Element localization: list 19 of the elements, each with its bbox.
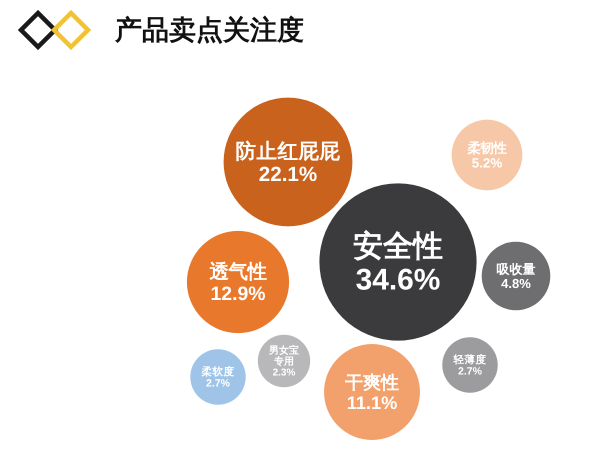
- text: 产品卖点关注度: [114, 15, 304, 45]
- category-label: 干爽性: [344, 372, 399, 392]
- data-label: 2.7%: [458, 366, 483, 378]
- category-label: 防止红屁屁: [236, 138, 342, 163]
- data-label: 34.6%: [356, 263, 440, 296]
- data-label: 2.3%: [272, 368, 296, 379]
- category-label: 男女宝专用: [268, 344, 299, 368]
- data-label: 22.1%: [258, 162, 318, 186]
- data-label: 4.8%: [501, 276, 532, 291]
- category-label: 安全性: [353, 229, 443, 264]
- category-label: 透气性: [208, 261, 266, 284]
- data-label: 11.1%: [346, 392, 398, 413]
- category-label: 吸收量: [496, 261, 536, 276]
- category-label: 柔韧性: [466, 140, 506, 156]
- data-label: 2.7%: [206, 378, 231, 390]
- data-label: 5.2%: [472, 155, 502, 170]
- data-label: 12.9%: [210, 282, 266, 305]
- category-label: 轻薄度: [452, 352, 486, 366]
- category-label: 柔软度: [200, 364, 234, 378]
